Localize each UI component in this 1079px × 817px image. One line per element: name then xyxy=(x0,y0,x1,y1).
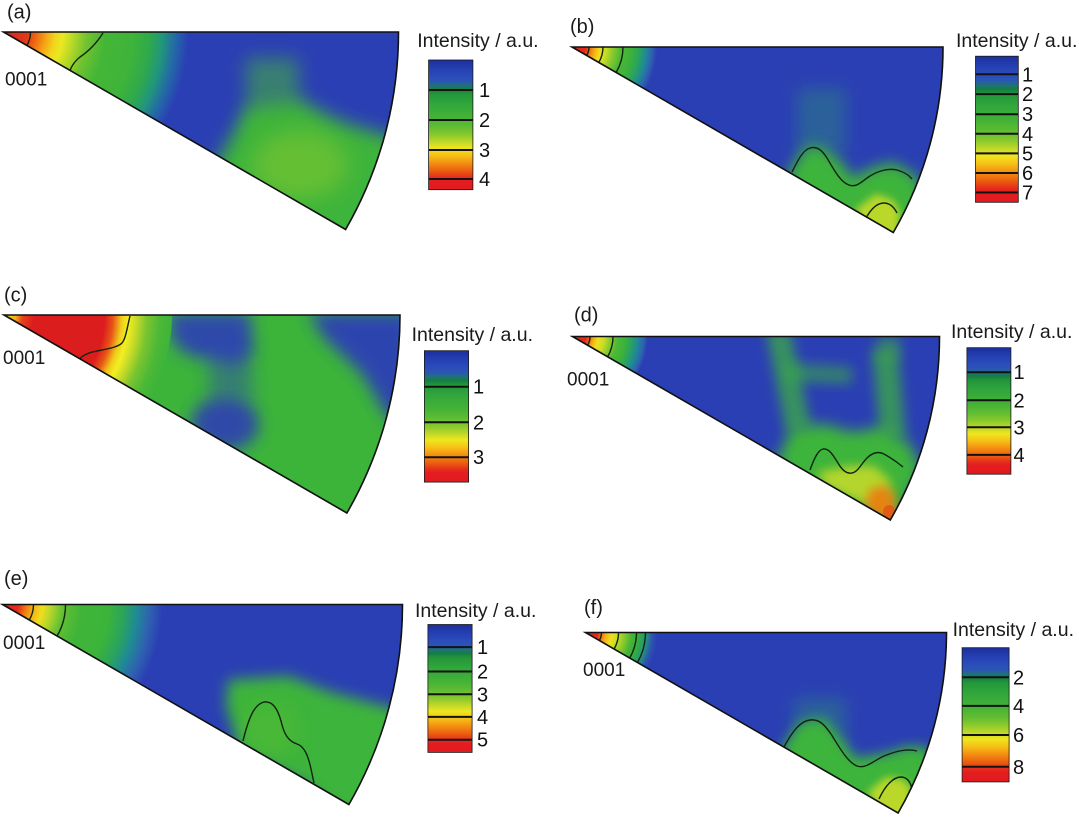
svg-text:(f): (f) xyxy=(584,597,603,619)
svg-text:1: 1 xyxy=(1022,64,1033,86)
svg-text:4: 4 xyxy=(1014,445,1025,467)
svg-text:(a): (a) xyxy=(7,2,31,24)
svg-text:2: 2 xyxy=(477,662,488,684)
svg-text:4: 4 xyxy=(477,707,488,729)
svg-text:8: 8 xyxy=(1013,757,1024,779)
svg-text:1: 1 xyxy=(1014,362,1025,384)
svg-text:Intensity / a.u.: Intensity / a.u. xyxy=(956,30,1077,52)
svg-text:5: 5 xyxy=(477,730,488,752)
svg-text:4: 4 xyxy=(1013,696,1024,718)
svg-text:0001: 0001 xyxy=(3,348,45,369)
svg-text:Intensity / a.u.: Intensity / a.u. xyxy=(415,600,536,622)
svg-text:2: 2 xyxy=(1014,390,1025,412)
svg-text:2: 2 xyxy=(1013,667,1024,689)
svg-text:Intensity / a.u.: Intensity / a.u. xyxy=(953,619,1074,641)
svg-text:5: 5 xyxy=(1022,143,1033,165)
svg-text:Intensity / a.u.: Intensity / a.u. xyxy=(951,321,1072,343)
svg-text:0001: 0001 xyxy=(5,70,47,91)
svg-text:3: 3 xyxy=(1022,104,1033,126)
svg-text:Intensity / a.u.: Intensity / a.u. xyxy=(417,30,538,52)
svg-text:3: 3 xyxy=(477,684,488,706)
svg-text:1: 1 xyxy=(479,80,490,102)
svg-text:(b): (b) xyxy=(570,16,594,38)
svg-text:3: 3 xyxy=(473,447,484,469)
svg-text:2: 2 xyxy=(473,412,484,434)
svg-text:6: 6 xyxy=(1013,725,1024,747)
svg-text:(d): (d) xyxy=(574,304,598,326)
svg-text:Intensity / a.u.: Intensity / a.u. xyxy=(412,324,533,346)
svg-text:(c): (c) xyxy=(4,284,27,306)
svg-text:2: 2 xyxy=(479,110,490,132)
svg-text:7: 7 xyxy=(1022,183,1033,205)
svg-text:0001: 0001 xyxy=(3,633,45,654)
svg-text:0001: 0001 xyxy=(583,660,625,681)
svg-text:0001: 0001 xyxy=(567,370,609,391)
svg-text:1: 1 xyxy=(477,637,488,659)
svg-text:1: 1 xyxy=(473,377,484,399)
svg-text:3: 3 xyxy=(1014,417,1025,439)
svg-text:6: 6 xyxy=(1022,163,1033,185)
svg-text:4: 4 xyxy=(479,169,490,191)
svg-text:(e): (e) xyxy=(4,568,28,590)
svg-text:2: 2 xyxy=(1022,84,1033,106)
svg-text:4: 4 xyxy=(1022,124,1033,146)
svg-text:3: 3 xyxy=(479,140,490,162)
